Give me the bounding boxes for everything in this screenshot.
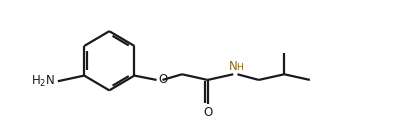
Text: H: H — [236, 63, 243, 72]
Text: O: O — [202, 107, 212, 119]
Text: O: O — [158, 73, 167, 86]
Text: N: N — [228, 60, 237, 73]
Text: H$_2$N: H$_2$N — [31, 74, 55, 89]
